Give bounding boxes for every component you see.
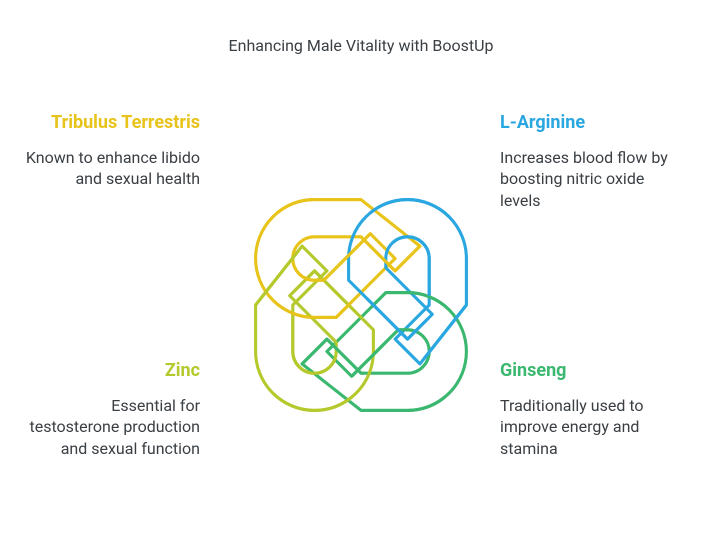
item-desc: Traditionally used to improve energy and… bbox=[500, 395, 680, 460]
item-desc: Increases blood flow by boosting nitric … bbox=[500, 147, 680, 212]
item-title: Ginseng bbox=[500, 360, 680, 383]
item-title: L-Arginine bbox=[500, 112, 680, 135]
page-title: Enhancing Male Vitality with BoostUp bbox=[0, 36, 722, 55]
item-ginseng: Ginseng Traditionally used to improve en… bbox=[500, 360, 680, 459]
item-title: Tribulus Terrestris bbox=[20, 112, 200, 135]
item-title: Zinc bbox=[20, 360, 200, 383]
knot-graphic bbox=[206, 150, 516, 460]
item-desc: Essential for testosterone production an… bbox=[20, 395, 200, 460]
item-desc: Known to enhance libido and sexual healt… bbox=[20, 147, 200, 190]
item-zinc: Zinc Essential for testosterone producti… bbox=[20, 360, 200, 459]
item-larginine: L-Arginine Increases blood flow by boost… bbox=[500, 112, 680, 211]
item-tribulus: Tribulus Terrestris Known to enhance lib… bbox=[20, 112, 200, 190]
